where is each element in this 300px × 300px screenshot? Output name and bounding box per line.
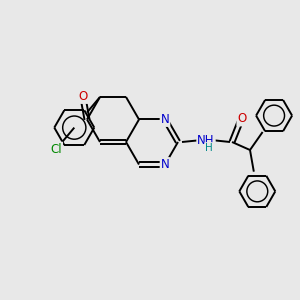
- Text: O: O: [78, 90, 88, 103]
- Text: O: O: [237, 112, 247, 125]
- Text: N: N: [160, 158, 169, 171]
- Text: Cl: Cl: [50, 142, 62, 156]
- Text: H: H: [205, 143, 213, 153]
- Text: NH: NH: [197, 134, 215, 146]
- Text: N: N: [160, 113, 169, 126]
